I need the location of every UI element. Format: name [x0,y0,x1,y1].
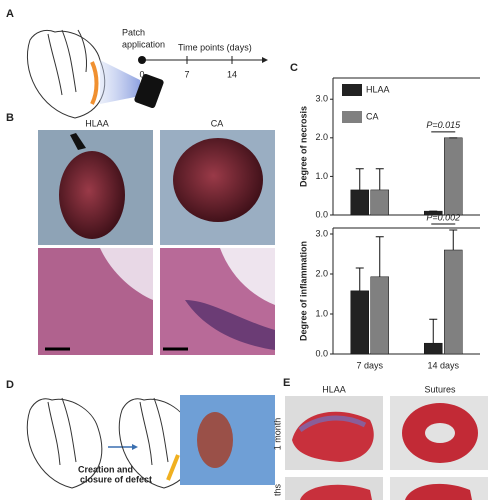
panel-letter: A [6,8,14,20]
bar [350,290,369,355]
y-tick-label: 1.0 [315,171,328,181]
chart: 0.0 1.0 2.0 3.0 Degree of necrosis P=0.015 HLA… [298,77,480,370]
defect-caption: closure of defect [80,474,152,484]
heart-sketch [26,29,164,119]
timeline-label: Time points (days) [178,42,252,52]
legend-swatch [342,84,362,96]
y-tick-label: 3.0 [315,94,328,104]
y-axis-label: Degree of inflammation [298,241,308,341]
timeline-label: 0 [139,69,144,79]
panel-letter: C [290,62,298,74]
error-bar [449,229,458,250]
row-label: ths [272,484,282,497]
column-label: HLAA [85,118,109,128]
y-tick-label: 2.0 [315,132,328,142]
error-bar [429,318,438,344]
y-tick-label: 3.0 [315,228,328,238]
error-bar [355,267,364,291]
panel-letter: D [6,379,14,391]
x-tick-label: 7 days [356,360,383,370]
patch-label: Patch [122,27,145,37]
y-tick-label: 1.0 [315,308,328,318]
photos [38,130,275,355]
timeline-label: 14 [227,69,237,79]
bar [350,189,369,216]
sections [285,396,488,500]
p-value: P=0.002 [426,212,460,222]
y-tick-label: 0.0 [315,348,328,358]
panel-letter: E [283,377,290,389]
legend-label: CA [366,111,379,121]
timeline-label: 7 [184,69,189,79]
patch-label: application [122,39,165,49]
panel-letter: B [6,112,14,124]
bar [424,342,443,355]
column-label: HLAA [322,384,346,394]
error-bar [375,168,384,190]
legend-swatch [342,111,362,123]
bar [444,137,463,216]
error-bar [355,168,364,190]
arrow-head [262,57,268,63]
y-tick-label: 0.0 [315,209,328,219]
timeline-ticks: 0 7 14 [139,56,237,79]
legend-label: HLAA [366,84,390,94]
y-tick-label: 2.0 [315,268,328,278]
bar [370,189,389,216]
defect-sketch [26,395,275,489]
p-value: P=0.015 [426,120,461,130]
x-tick-label: 14 days [427,360,459,370]
bar [370,276,389,355]
start-dot [138,56,146,64]
bar [444,249,463,355]
error-bar [375,236,384,277]
defect-caption: Creation and [78,464,133,474]
row-label: 1 month [272,418,282,451]
y-axis-label: Degree of necrosis [298,106,308,187]
column-label: CA [211,118,224,128]
column-label: Sutures [424,384,456,394]
